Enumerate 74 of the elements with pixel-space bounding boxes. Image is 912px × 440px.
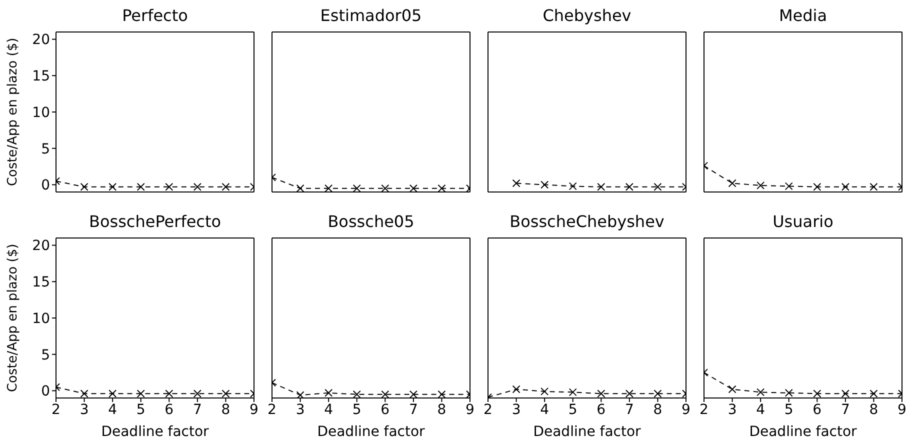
y-tick-label: 0 bbox=[41, 178, 50, 194]
point bbox=[296, 391, 304, 398]
chart-title: BosscheChebyshev bbox=[508, 212, 666, 231]
point bbox=[870, 182, 878, 191]
chart-title: BosschePerfecto bbox=[88, 212, 222, 231]
x-tick-label: 9 bbox=[250, 402, 258, 418]
x-tick-label: 7 bbox=[840, 402, 850, 418]
x-tick-label: 5 bbox=[136, 402, 146, 418]
point bbox=[728, 385, 736, 394]
point bbox=[784, 388, 793, 397]
y-tick-label: 20 bbox=[32, 32, 50, 48]
x-tick-label: 6 bbox=[164, 402, 174, 418]
x-tick-label: 8 bbox=[869, 402, 878, 418]
x-tick-label: 2 bbox=[52, 402, 60, 418]
x-tick-label: 3 bbox=[296, 402, 305, 418]
x-tick-label: 5 bbox=[568, 402, 578, 418]
x-axis-title: Deadline factor bbox=[317, 424, 426, 440]
y-tick-label: 20 bbox=[32, 238, 50, 254]
point bbox=[756, 181, 765, 190]
x-tick-label: 8 bbox=[437, 402, 446, 418]
x-tick-label: 9 bbox=[466, 402, 474, 418]
chart-title: Perfecto bbox=[121, 6, 189, 25]
y-tick-label: 10 bbox=[32, 104, 50, 121]
point bbox=[813, 182, 822, 191]
point bbox=[352, 390, 361, 398]
x-tick-label: 4 bbox=[108, 402, 118, 418]
point bbox=[438, 390, 446, 398]
point bbox=[841, 182, 850, 191]
y-tick-label: 5 bbox=[41, 141, 50, 158]
point bbox=[870, 390, 878, 398]
x-axis-title: Deadline factor bbox=[533, 424, 642, 440]
y-tick-label: 15 bbox=[32, 68, 50, 85]
x-tick-label: 6 bbox=[812, 402, 822, 418]
y-tick-label: 15 bbox=[32, 274, 50, 291]
x-tick-label: 4 bbox=[324, 402, 334, 418]
chart-title: Media bbox=[778, 6, 828, 25]
chart-title: Usuario bbox=[772, 212, 834, 231]
chart-title: Bossche05 bbox=[326, 212, 416, 231]
x-tick-label: 2 bbox=[484, 402, 492, 418]
y-axis-title: Coste/App en plazo ($) bbox=[6, 38, 20, 186]
x-tick-label: 8 bbox=[221, 402, 230, 418]
y-tick-label: 0 bbox=[41, 384, 50, 400]
x-tick-label: 3 bbox=[728, 402, 737, 418]
point bbox=[756, 388, 765, 396]
x-tick-label: 5 bbox=[352, 402, 362, 418]
y-axis-title: Coste/App en plazo ($) bbox=[6, 244, 20, 392]
point bbox=[381, 390, 390, 398]
point bbox=[409, 390, 418, 398]
x-tick-label: 8 bbox=[653, 402, 662, 418]
y-tick-label: 5 bbox=[41, 347, 50, 364]
point bbox=[784, 182, 793, 190]
point bbox=[841, 390, 850, 398]
chart-title: Chebyshev bbox=[542, 6, 632, 25]
chart-title: Estimador05 bbox=[319, 6, 423, 25]
x-tick-label: 6 bbox=[380, 402, 390, 418]
x-tick-label: 7 bbox=[408, 402, 418, 418]
x-tick-label: 9 bbox=[682, 402, 690, 418]
x-tick-label: 5 bbox=[784, 402, 794, 418]
x-tick-label: 7 bbox=[624, 402, 634, 418]
x-tick-label: 9 bbox=[898, 402, 906, 418]
point bbox=[728, 179, 736, 188]
x-tick-label: 2 bbox=[268, 402, 276, 418]
x-axis-title: Deadline factor bbox=[101, 424, 210, 440]
point bbox=[813, 390, 822, 398]
x-tick-label: 6 bbox=[596, 402, 606, 418]
x-tick-label: 4 bbox=[756, 402, 766, 418]
point bbox=[324, 388, 333, 397]
x-tick-label: 7 bbox=[192, 402, 202, 418]
x-tick-label: 2 bbox=[700, 402, 708, 418]
x-axis-title: Deadline factor bbox=[749, 424, 858, 440]
y-tick-label: 10 bbox=[32, 310, 50, 327]
x-tick-label: 4 bbox=[540, 402, 550, 418]
x-tick-label: 3 bbox=[512, 402, 521, 418]
x-tick-label: 3 bbox=[80, 402, 89, 418]
